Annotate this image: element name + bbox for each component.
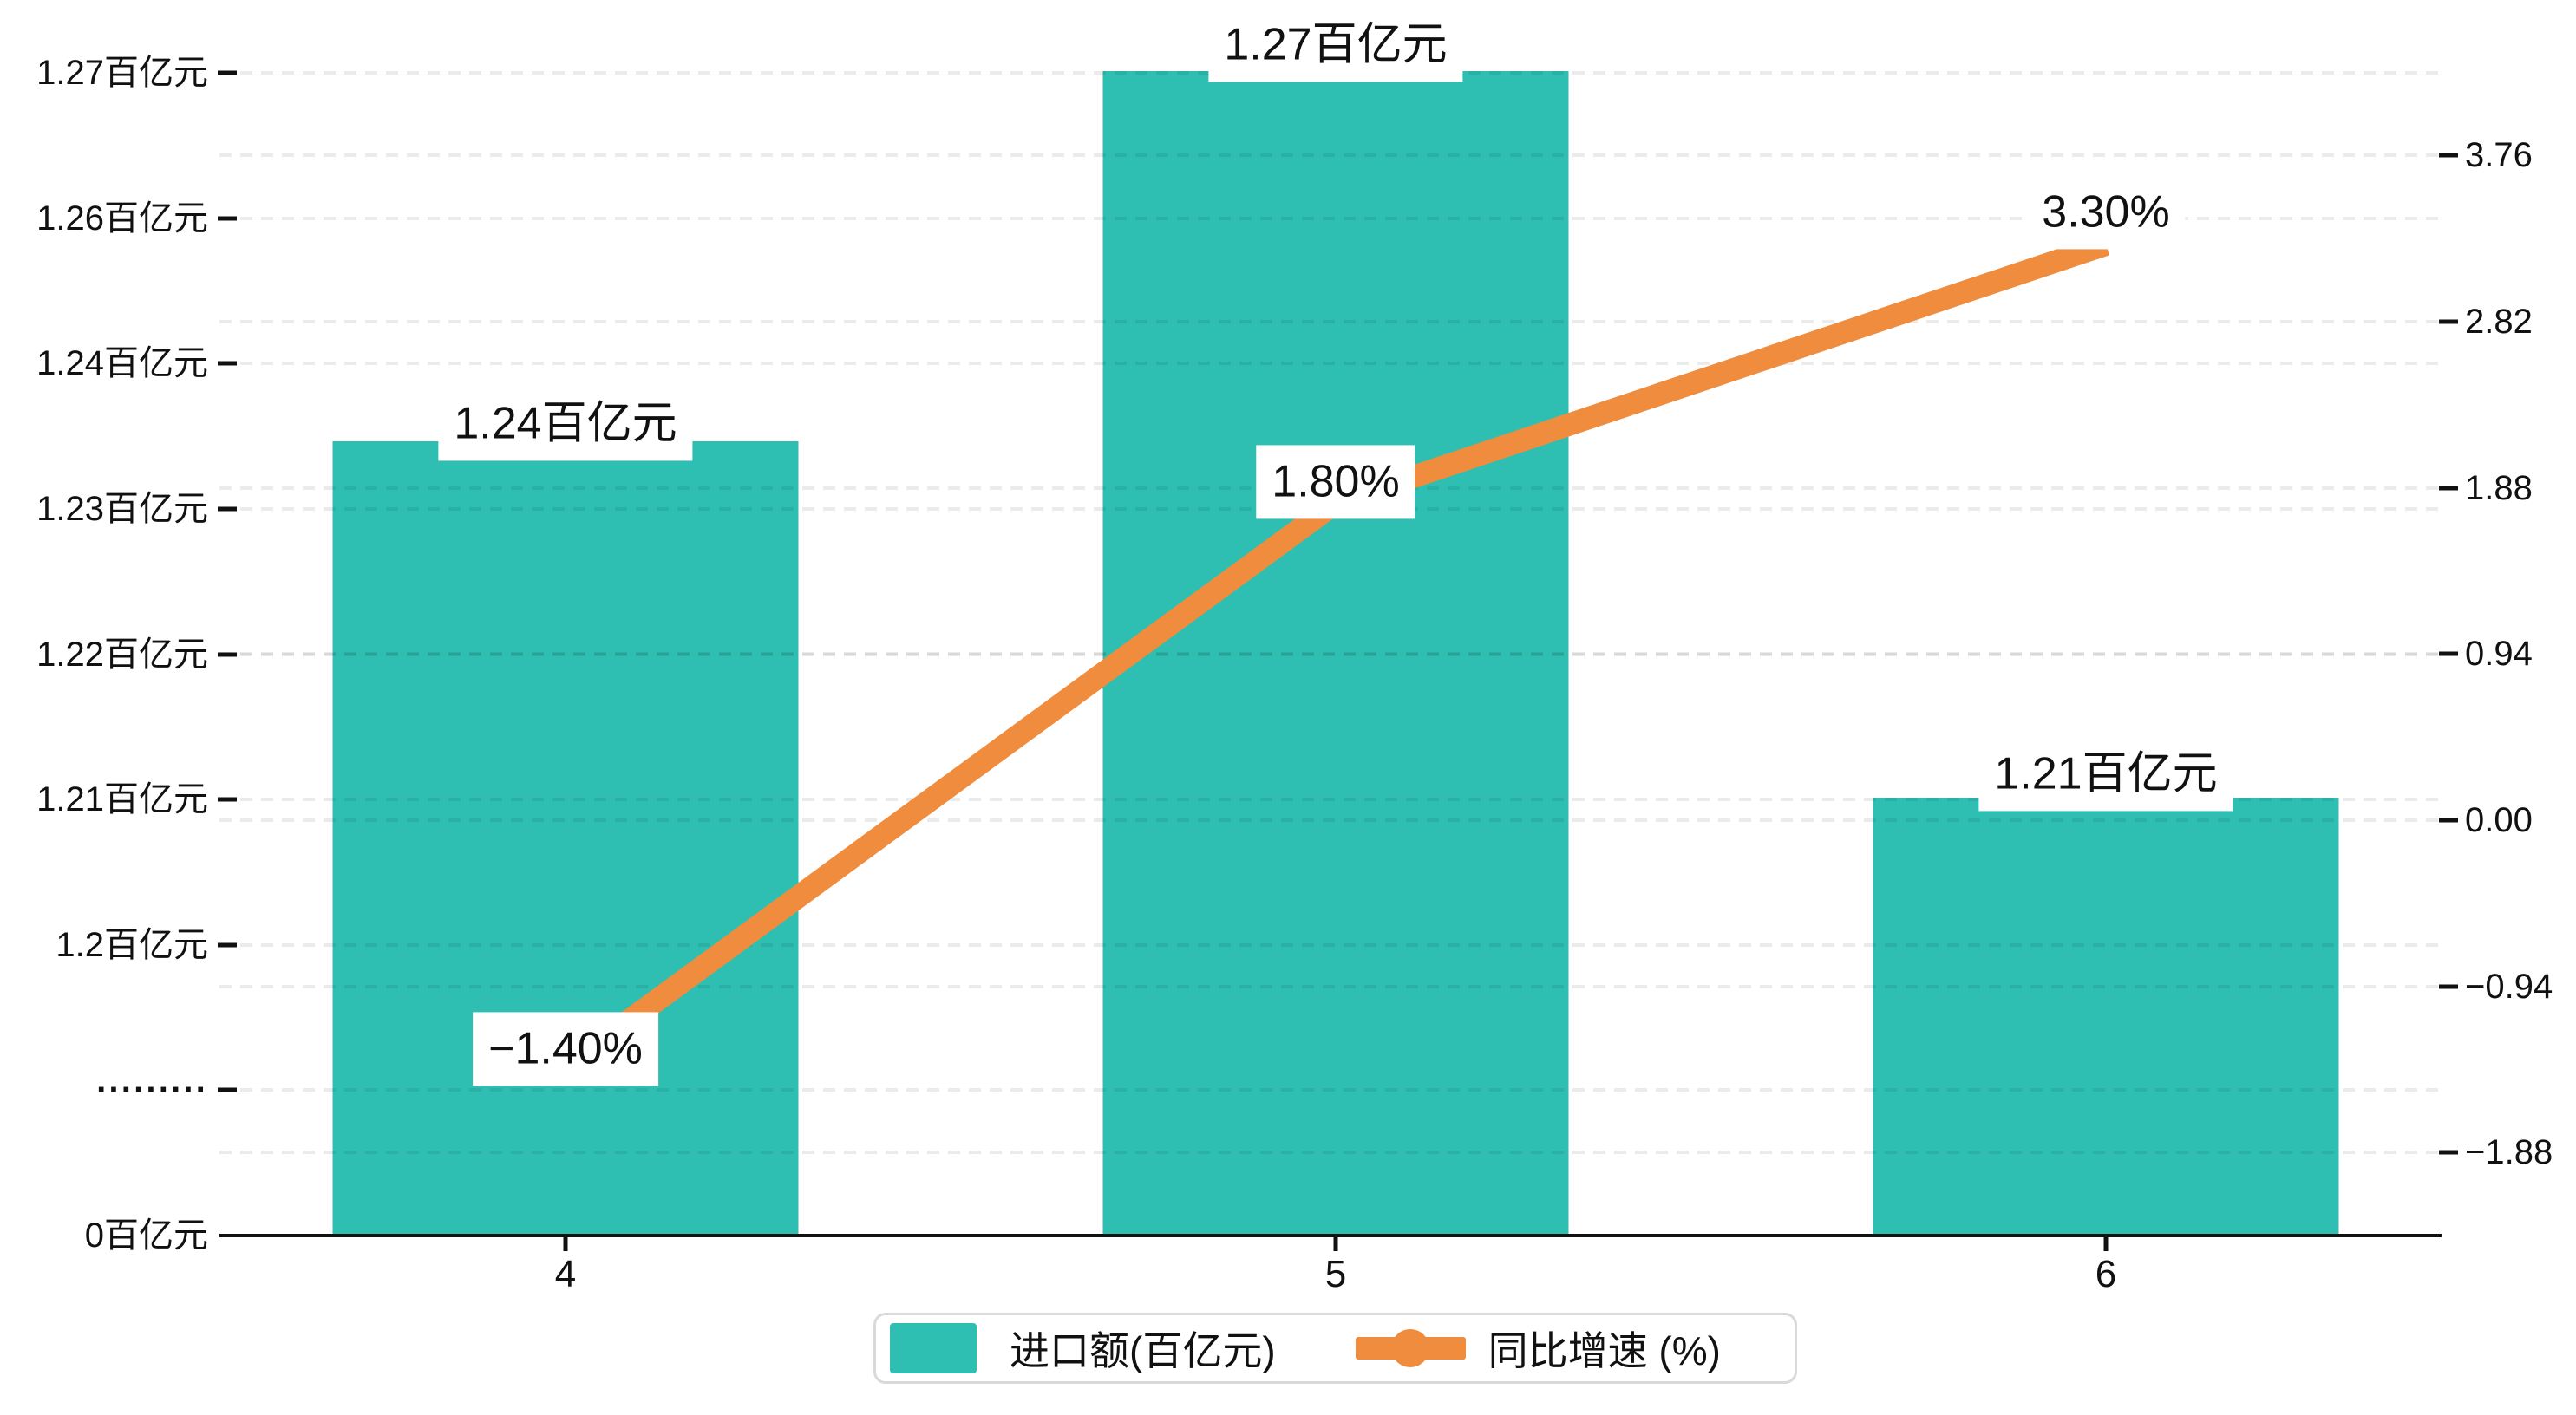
import-bar[interactable] — [332, 441, 799, 1236]
legend-item-import[interactable]: 进口额(百亿元) — [890, 1320, 1276, 1377]
line-with-dot-icon — [1355, 1322, 1466, 1374]
import-bar[interactable] — [1873, 798, 2339, 1236]
legend: 进口额(百亿元) 同比增速 (%) — [873, 1313, 1797, 1384]
legend-label-growth: 同比增速 (%) — [1487, 1328, 1721, 1373]
bar-swatch-icon — [890, 1323, 977, 1373]
import-bar[interactable] — [1102, 71, 1569, 1236]
legend-item-growth[interactable]: 同比增速 (%) — [1355, 1320, 1721, 1377]
legend-label-import: 进口额(百亿元) — [1010, 1328, 1276, 1373]
